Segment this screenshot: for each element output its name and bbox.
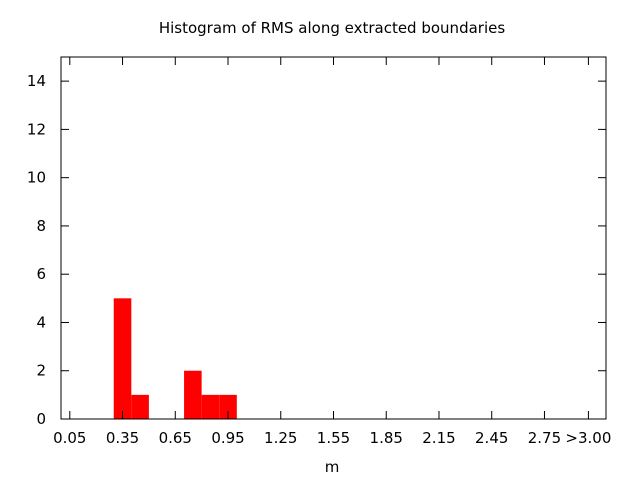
y-tick-label: 14 <box>27 72 46 90</box>
histogram-bar <box>201 394 220 419</box>
histogram-bar <box>184 370 202 419</box>
y-tick-label: 12 <box>27 120 46 138</box>
bars-layer <box>113 298 237 419</box>
y-tick-label: 8 <box>36 217 46 235</box>
x-tick-label: >3.00 <box>565 429 611 447</box>
x-tick-label: 1.85 <box>370 429 403 447</box>
x-tick-label: 0.05 <box>53 429 86 447</box>
x-tick-label: 2.15 <box>422 429 455 447</box>
x-tick-label: 0.95 <box>211 429 244 447</box>
histogram-bar <box>219 394 237 419</box>
y-tick-label: 4 <box>36 313 46 331</box>
x-tick-label: 0.65 <box>159 429 192 447</box>
x-tick-label: 1.25 <box>264 429 297 447</box>
plot-frame <box>60 56 607 420</box>
y-tick-label: 2 <box>36 362 46 380</box>
y-tick-label: 10 <box>27 169 46 187</box>
x-tick-label: 0.35 <box>106 429 139 447</box>
x-tick-label: 1.55 <box>317 429 350 447</box>
y-tick-label: 0 <box>36 410 46 428</box>
x-axis: 0.05 0.35 0.65 0.95 1.25 1.55 1.85 2.15 2.45 2.75… <box>53 57 611 447</box>
y-axis: 0 2 4 6 8 10 12 14 <box>27 72 606 428</box>
chart-title: Histogram of RMS along extracted boundar… <box>159 19 506 37</box>
x-tick-label: 2.75 <box>528 429 561 447</box>
histogram-bar <box>113 298 132 419</box>
histogram-bar <box>131 394 149 419</box>
x-tick-label: 2.45 <box>475 429 508 447</box>
x-axis-label: m <box>325 458 340 476</box>
y-tick-label: 6 <box>36 265 46 283</box>
